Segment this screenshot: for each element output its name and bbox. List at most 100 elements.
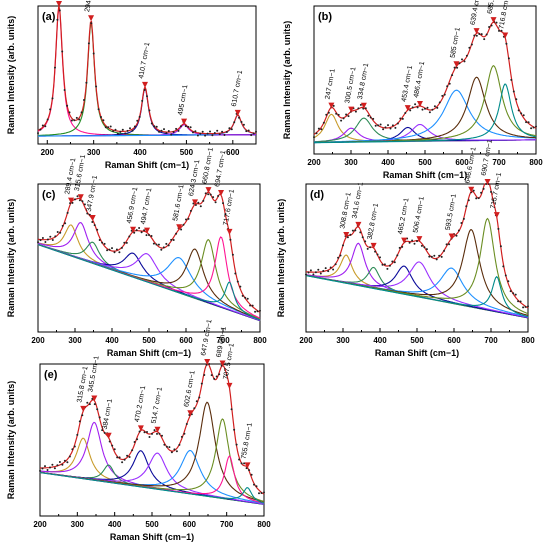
data-point (517, 300, 520, 303)
peak-label: 715.7 cm−1 (490, 172, 503, 210)
data-point (389, 127, 392, 130)
data-point (254, 310, 257, 313)
data-point (430, 255, 433, 258)
peak-marker (181, 118, 188, 125)
data-point (70, 119, 73, 122)
data-point (102, 119, 105, 122)
x-tick-label: 300 (71, 520, 85, 529)
data-point (88, 403, 91, 406)
component-peak-curve (314, 83, 537, 144)
x-tick-label: 700 (220, 520, 234, 529)
data-point (499, 245, 502, 248)
data-point (461, 58, 463, 61)
data-point (502, 265, 505, 268)
data-point (312, 273, 315, 276)
data-point (44, 125, 47, 128)
data-point (242, 123, 245, 126)
data-point (255, 130, 257, 133)
peak-marker (416, 236, 423, 243)
data-point (413, 242, 416, 245)
data-point (239, 285, 242, 288)
data-point (121, 461, 124, 464)
data-point (131, 449, 134, 452)
data-point (178, 443, 181, 446)
data-point (109, 125, 112, 128)
x-tick-label: 600 (183, 520, 197, 529)
peak-marker (219, 360, 226, 367)
data-point (440, 255, 443, 258)
data-point (337, 256, 340, 259)
peak-marker (416, 101, 423, 108)
data-point (112, 130, 115, 133)
data-point (428, 111, 431, 114)
data-point (63, 89, 66, 91)
data-point (39, 239, 42, 242)
data-point (128, 235, 131, 238)
data-point (367, 114, 370, 117)
data-point (53, 467, 56, 470)
data-point (478, 33, 481, 35)
peak-marker (56, 1, 63, 7)
data-point (349, 233, 352, 236)
x-tick-label: 200 (41, 148, 55, 157)
data-point (177, 129, 180, 132)
data-point (131, 129, 134, 132)
peak-marker (144, 227, 151, 234)
data-point (158, 432, 161, 435)
data-point (192, 131, 194, 134)
peak-marker (89, 214, 96, 221)
data-point (519, 300, 522, 303)
data-point (472, 189, 475, 192)
data-point (126, 129, 129, 132)
panel-label: (d) (310, 189, 324, 201)
data-point (167, 130, 170, 132)
data-point (217, 195, 220, 197)
peak-marker (226, 382, 233, 389)
peak-marker (187, 410, 194, 417)
panel-label: (c) (42, 189, 56, 201)
x-tick-label: 500 (418, 158, 432, 167)
data-point (332, 268, 335, 271)
data-point (123, 241, 126, 244)
data-point (85, 81, 88, 84)
data-point (108, 248, 111, 251)
data-point (258, 492, 260, 495)
data-point (145, 234, 148, 237)
data-point (194, 130, 197, 133)
data-point (81, 414, 84, 417)
data-point (103, 242, 106, 245)
x-tick-label: 700 (484, 336, 498, 345)
peak-label: 486.4 cm−1 (413, 61, 426, 99)
data-point (182, 223, 185, 226)
x-tick-label: 700 (492, 158, 506, 167)
peak-label: 341.6 cm−1 (351, 182, 364, 220)
data-point (138, 430, 141, 433)
data-point (152, 242, 155, 245)
data-point (78, 199, 81, 202)
data-point (480, 191, 483, 194)
peak-marker (130, 226, 137, 233)
data-point (123, 458, 126, 461)
data-point (327, 111, 330, 114)
data-point (150, 122, 153, 125)
data-point (359, 103, 362, 106)
data-point (507, 57, 510, 60)
data-point (66, 211, 69, 214)
x-tick-label: 300 (344, 158, 358, 167)
data-point (438, 254, 441, 257)
data-point (351, 229, 354, 232)
data-point (199, 205, 202, 208)
x-tick-label: 200 (307, 158, 321, 167)
peak-marker (191, 199, 198, 206)
x-tick-label: 500 (180, 148, 194, 157)
data-point (497, 227, 500, 230)
data-point (473, 34, 476, 37)
data-point (512, 292, 515, 295)
data-point (490, 190, 492, 193)
data-point (46, 469, 49, 471)
peak-label: 384 cm−1 (102, 398, 114, 430)
data-point (51, 97, 54, 100)
x-tick-label: 300 (87, 148, 101, 157)
data-point (340, 119, 343, 122)
data-point (135, 229, 138, 232)
